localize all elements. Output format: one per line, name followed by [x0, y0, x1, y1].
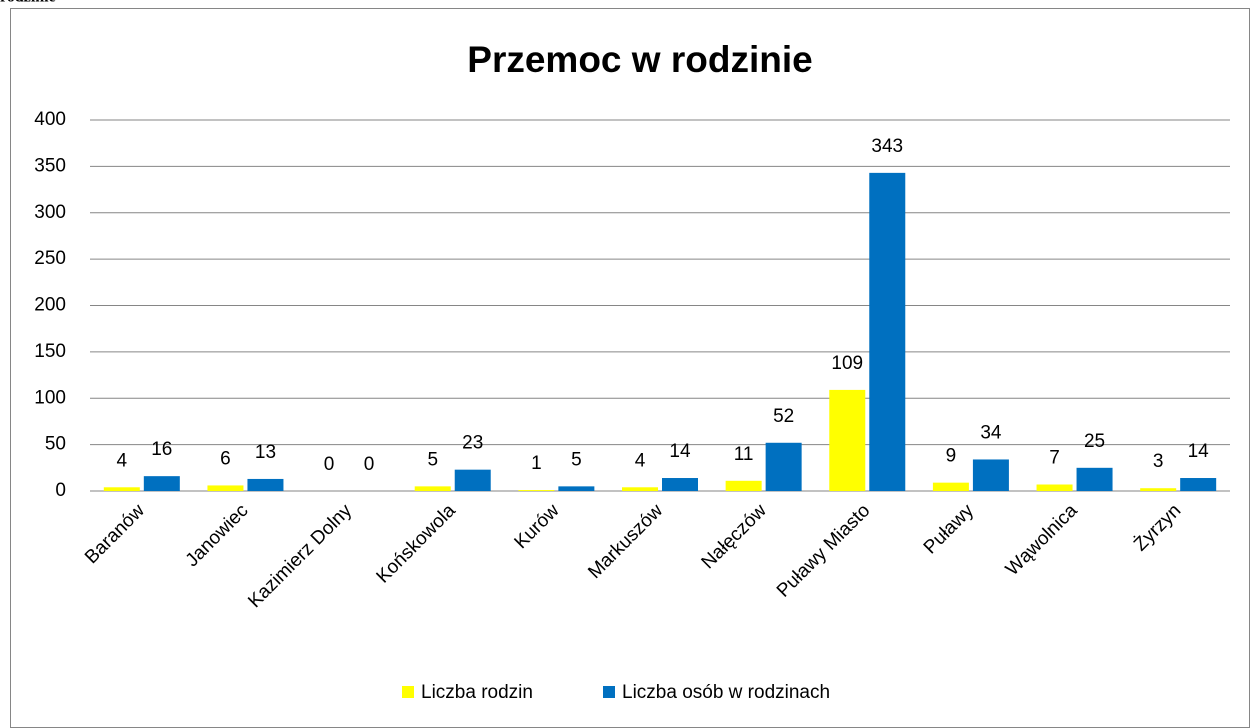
data-label: 5: [571, 449, 582, 470]
y-tick-label: 100: [34, 387, 66, 408]
bar: [829, 389, 866, 491]
legend-swatch: [603, 686, 615, 698]
data-label: 5: [427, 449, 438, 470]
bar: [869, 172, 906, 491]
bar: [143, 476, 180, 491]
bar: [932, 482, 969, 491]
legend: Liczba rodzin Liczba osób w rodzinach: [402, 682, 830, 703]
data-label: 9: [946, 446, 957, 467]
bar: [558, 486, 595, 491]
data-label: 4: [635, 450, 646, 471]
data-label: 52: [773, 406, 794, 427]
y-tick-label: 150: [34, 341, 66, 362]
data-label: 11: [734, 444, 754, 465]
data-label: 0: [324, 454, 335, 475]
bar: [1036, 484, 1073, 491]
y-tick-label: 400: [34, 109, 66, 130]
data-label: 25: [1084, 431, 1105, 452]
bar: [1140, 488, 1177, 491]
y-tick-label: 350: [34, 155, 66, 176]
bar: [247, 478, 284, 491]
data-label: 23: [462, 433, 483, 454]
bar: [454, 469, 491, 491]
data-label: 7: [1049, 448, 1060, 469]
bar: [972, 459, 1009, 491]
bar: [103, 487, 140, 491]
y-tick-label: 50: [45, 434, 66, 455]
data-label: 16: [151, 439, 172, 460]
legend-swatch: [402, 686, 414, 698]
data-label: 6: [220, 448, 231, 469]
bar: [207, 485, 244, 491]
y-tick-label: 250: [34, 248, 66, 269]
bar: [518, 490, 555, 491]
bar: [1076, 467, 1113, 491]
data-label: 14: [669, 441, 691, 462]
data-label: 13: [255, 442, 276, 463]
data-label: 3: [1153, 451, 1164, 472]
data-label: 34: [980, 422, 1002, 443]
data-label: 14: [1188, 441, 1210, 462]
y-tick-label: 0: [55, 480, 66, 501]
data-label: 4: [117, 450, 128, 471]
bar: [622, 487, 658, 491]
data-label: 343: [871, 136, 903, 157]
bar: [765, 442, 802, 491]
caption: rodzinie: [0, 0, 56, 6]
legend-label: Liczba rodzin: [421, 682, 533, 703]
y-tick-label: 200: [34, 295, 66, 316]
bar: [662, 478, 698, 491]
y-tick-label: 300: [34, 202, 66, 223]
data-label: 109: [831, 353, 863, 374]
chart-frame: [10, 8, 1250, 728]
bar: [1180, 478, 1217, 491]
bar: [725, 480, 762, 491]
data-label: 0: [364, 454, 375, 475]
legend-label: Liczba osób w rodzinach: [622, 682, 830, 703]
bar: [414, 486, 451, 491]
data-label: 1: [531, 453, 542, 474]
chart-title: Przemoc w rodzinie: [467, 39, 812, 80]
